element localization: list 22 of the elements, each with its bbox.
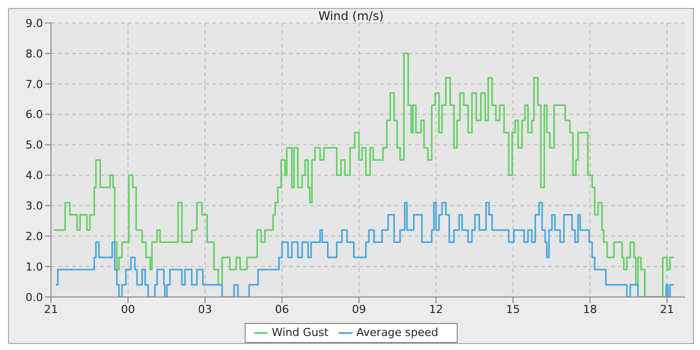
x-tick-label: 00 [121, 302, 136, 316]
legend-label: Average speed [356, 326, 438, 340]
y-tick-label: 3.0 [26, 200, 43, 213]
y-tick-label: 9.0 [26, 16, 43, 30]
y-tick-label: 1.0 [26, 260, 43, 274]
x-tick-label: 09 [352, 302, 366, 316]
y-tick-label: 5.0 [26, 138, 43, 152]
y-tick-label: 2.0 [26, 230, 43, 244]
x-tick-label: 06 [275, 302, 290, 316]
y-tick-label: 4.0 [26, 169, 43, 182]
x-tick-label: 15 [506, 302, 520, 316]
x-tick-label: 21 [660, 302, 674, 316]
x-tick-label: 21 [44, 302, 58, 316]
y-tick-label: 6.0 [26, 108, 43, 122]
chart-title: Wind (m/s) [318, 9, 384, 23]
y-tick-label: 7.0 [26, 78, 43, 91]
y-tick-label: 8.0 [26, 47, 43, 60]
legend-label: Wind Gust [272, 326, 328, 340]
x-tick-label: 12 [429, 302, 444, 316]
x-tick-label: 18 [583, 302, 598, 316]
y-tick-label: 0.0 [26, 290, 43, 304]
x-tick-label: 03 [198, 302, 212, 316]
